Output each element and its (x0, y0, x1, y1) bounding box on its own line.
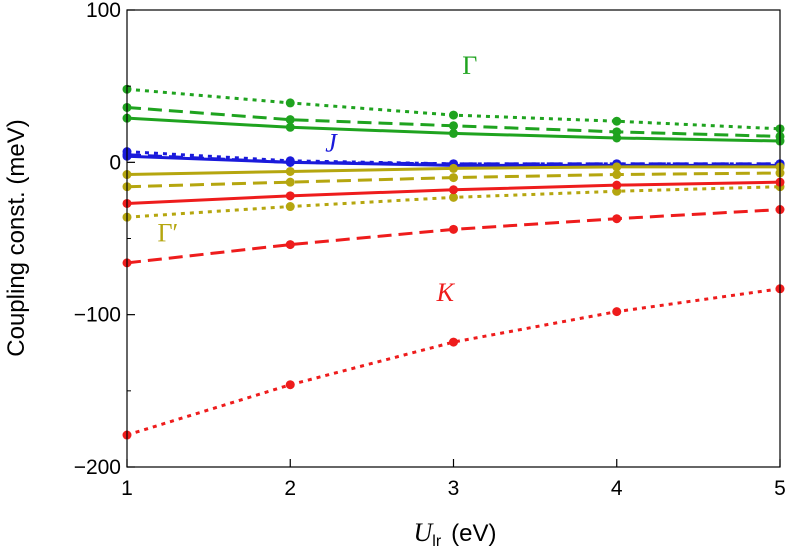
plot-frame (126, 9, 781, 468)
y-tick-label--200: −200 (74, 456, 121, 479)
data-point-K-dotted-4 (612, 307, 622, 317)
series-line-K-dotted (126, 287, 781, 437)
y-tick-label-100: 100 (86, 0, 121, 22)
data-point-K-dotted-3 (449, 337, 458, 347)
y-tick-label-0: 0 (109, 151, 121, 174)
x-tick-label-1: 1 (121, 477, 133, 500)
data-point-GammaPrime-dashed-2 (285, 177, 295, 187)
y-axis-title: Coupling const. (meV) (3, 119, 30, 356)
data-point-Gamma-dotted-2 (285, 98, 295, 108)
series-line-K-dashed (126, 208, 781, 265)
data-point-GammaPrime-dotted-3 (449, 192, 458, 202)
data-point-GammaPrime-dashed-3 (449, 173, 458, 183)
series-label-2: Γ′ (157, 219, 178, 248)
data-point-GammaPrime-dotted-2 (285, 202, 295, 212)
data-point-K-solid-3 (449, 185, 458, 195)
data-point-Gamma-dashed-3 (449, 121, 458, 131)
series-label-0: Γ (462, 51, 477, 80)
x-tick-label-3: 3 (448, 477, 460, 500)
data-point-GammaPrime-dashed-4 (612, 170, 622, 180)
series-labels: Γ J Γ′ K (157, 51, 477, 307)
series-label-3: K (436, 278, 456, 307)
data-point-K-solid-4 (612, 180, 622, 190)
data-point-K-solid-2 (285, 191, 295, 201)
data-point-Gamma-dotted-3 (449, 110, 458, 120)
data-point-K-dashed-3 (449, 224, 458, 234)
data-point-K-dashed-2 (285, 240, 295, 250)
data-point-GammaPrime-solid-3 (449, 163, 458, 173)
y-tick-label--100: −100 (74, 304, 121, 327)
data-point-Gamma-solid-4 (612, 133, 622, 143)
data-point-Gamma-dashed-2 (285, 115, 295, 125)
ticks-layer: 1 2 3 4 5 100 0 −100 −200 (74, 0, 786, 500)
data-point-Gamma-solid-2 (285, 122, 295, 132)
series-layer (122, 84, 785, 440)
data-point-K-dashed-4 (612, 214, 622, 224)
x-tick-label-2: 2 (284, 477, 296, 500)
series-label-1: J (325, 129, 338, 158)
data-point-Gamma-solid-3 (449, 128, 458, 138)
data-point-Gamma-dotted-4 (612, 116, 622, 126)
data-point-J-solid-2 (285, 157, 295, 167)
data-point-GammaPrime-solid-2 (285, 166, 295, 176)
x-axis-symbol: U (413, 518, 434, 547)
data-point-K-dotted-2 (285, 380, 295, 390)
data-point-GammaPrime-solid-4 (612, 162, 622, 172)
x-tick-label-4: 4 (611, 477, 623, 500)
x-axis-unit: (eV) (451, 520, 496, 547)
x-axis-subscript: lr (432, 533, 442, 550)
x-tick-label-5: 5 (774, 477, 786, 500)
x-axis-title: Ulr (eV) (413, 518, 496, 550)
